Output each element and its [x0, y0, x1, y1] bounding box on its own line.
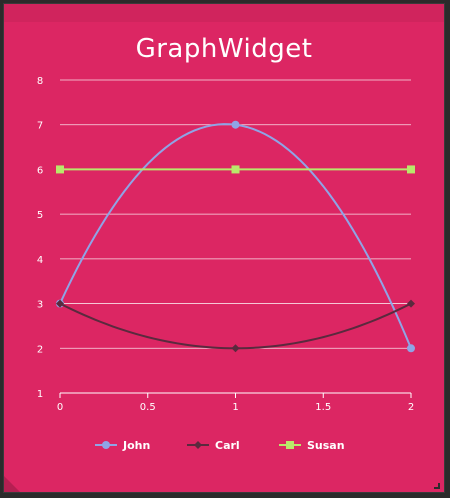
graph-widget: GraphWidget 1 2 3 4 5 6 7 8 0 0.5 1 1.5 2 John Carl Sus… — [3, 3, 445, 493]
widget-title-bar[interactable] — [4, 4, 444, 22]
data-point-susan[interactable] — [56, 165, 64, 174]
y-tick-label: 6 — [37, 165, 43, 176]
data-point-susan[interactable] — [407, 165, 415, 174]
x-tick-label: 2 — [408, 402, 414, 413]
series-line-john[interactable] — [59, 123, 412, 349]
data-point-john[interactable] — [407, 344, 415, 353]
y-tick-label: 4 — [37, 255, 43, 266]
corner-fold — [4, 476, 20, 492]
legend-marker-carl[interactable] — [194, 441, 202, 449]
resize-grip-icon[interactable] — [434, 483, 440, 489]
y-tick-label: 2 — [37, 344, 43, 355]
legend-marker-john[interactable] — [102, 441, 110, 449]
line-chart: 1 2 3 4 5 6 7 8 0 0.5 1 1.5 2 John Carl Susan — [37, 76, 415, 452]
y-tick-label: 7 — [37, 121, 43, 132]
data-point-carl[interactable] — [56, 299, 64, 308]
legend-marker-susan[interactable] — [286, 441, 294, 449]
x-tick-label: 0.5 — [140, 402, 156, 413]
y-tick-label: 3 — [37, 300, 43, 311]
y-tick-label: 5 — [37, 210, 43, 221]
data-point-carl[interactable] — [407, 299, 415, 308]
legend-label-carl[interactable]: Carl — [215, 439, 240, 452]
chart-title: GraphWidget — [135, 34, 313, 64]
legend-label-susan[interactable]: Susan — [307, 439, 345, 452]
legend-label-john[interactable]: John — [122, 439, 150, 452]
data-point-carl[interactable] — [231, 344, 240, 353]
series-line-carl[interactable] — [59, 302, 412, 350]
data-point-john[interactable] — [231, 120, 240, 129]
x-tick-label: 0 — [57, 402, 63, 413]
y-tick-label: 8 — [37, 76, 43, 87]
y-tick-label: 1 — [37, 389, 43, 400]
x-tick-label: 1 — [232, 402, 238, 413]
data-point-susan[interactable] — [231, 165, 240, 174]
x-tick-label: 1.5 — [315, 402, 331, 413]
